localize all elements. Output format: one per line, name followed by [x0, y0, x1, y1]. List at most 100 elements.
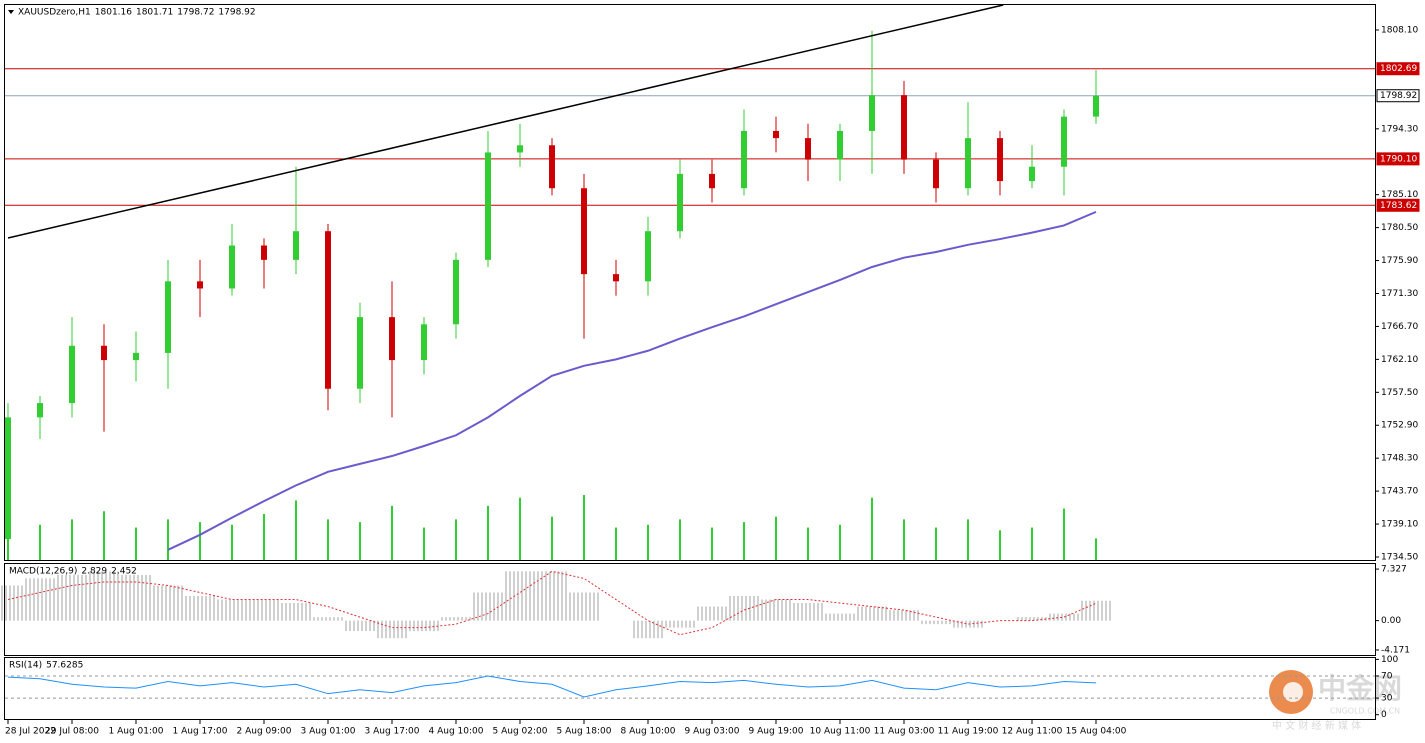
volume-bar: [839, 524, 841, 560]
y-tick-label: 1752.90: [1381, 421, 1418, 431]
y-tick-label: 100: [1381, 655, 1398, 665]
price-label-box: [1376, 198, 1420, 212]
y-tick-label: -4.171: [1381, 645, 1410, 655]
candle-body: [453, 259, 459, 325]
candle-body: [773, 130, 779, 139]
price-label: 1802.69: [1380, 64, 1417, 74]
candle-body: [581, 188, 587, 275]
volume-bar: [167, 519, 169, 560]
header-value: 1798.72: [177, 8, 214, 18]
title-arrow: [8, 10, 14, 14]
x-tick-label: 29 Jul 08:00: [45, 727, 99, 737]
y-tick-label: 0: [1381, 710, 1387, 720]
panel-frames: [4, 4, 1376, 720]
watermark-title: 中金网: [1318, 672, 1402, 705]
macd-signal: [7, 570, 1097, 636]
indicator-title: XAUUSDzero,H1: [18, 8, 91, 18]
candle-body: [965, 138, 971, 189]
header-value: 2.829: [81, 567, 107, 577]
price-label-box: [1376, 89, 1420, 103]
watermark: 中金网 CNGOLD.COM.CN 中 文 财 经 新 媒 体: [1269, 670, 1402, 732]
x-tick-label: 28 Jul 2022: [5, 727, 56, 737]
x-tick-label: 12 Aug 11:00: [1002, 727, 1063, 737]
candle-body: [645, 231, 651, 282]
volume-bar: [807, 527, 809, 560]
candle-body: [837, 130, 843, 160]
volume-bar: [1095, 538, 1097, 560]
y-tick-label: 0.00: [1381, 616, 1401, 626]
price-label: 1798.92: [1380, 91, 1417, 101]
candle-body: [421, 324, 427, 361]
x-tick-label: 4 Aug 10:00: [429, 727, 484, 737]
header-value: 2.452: [111, 567, 137, 577]
volume-bar: [871, 497, 873, 560]
candle-body: [517, 145, 523, 153]
volume-bar: [423, 527, 425, 560]
header-value: 1801.16: [95, 8, 132, 18]
y-tick-label: 1785.10: [1381, 190, 1418, 200]
candle-body: [133, 352, 139, 361]
y-tick-label: 1748.30: [1381, 454, 1418, 464]
candle-body: [741, 130, 747, 189]
volume-bar: [231, 524, 233, 560]
y-tick-label: 1766.70: [1381, 322, 1418, 332]
x-tick-label: 3 Aug 01:00: [301, 727, 356, 737]
candle-body: [165, 281, 171, 353]
volume-bar: [903, 519, 905, 560]
volume-bar: [391, 505, 393, 560]
indicator-title: MACD(12,26,9): [9, 567, 77, 577]
y-tick-label: 1734.50: [1381, 552, 1418, 562]
moving-average: [167, 210, 1097, 551]
candle-body: [485, 152, 491, 260]
candle-body: [1029, 166, 1035, 182]
volume-bar: [487, 505, 489, 560]
candle-body: [229, 245, 235, 289]
volume-bar: [935, 527, 937, 560]
y-tick-label: 1808.10: [1381, 25, 1418, 35]
y-tick-label: 1739.10: [1381, 520, 1418, 530]
y-tick-label: 1771.30: [1381, 289, 1418, 299]
x-tick-label: 10 Aug 11:00: [810, 727, 871, 737]
candle-body: [357, 317, 363, 389]
y-tick-label: 1775.90: [1381, 256, 1418, 266]
volume-bar: [1031, 527, 1033, 560]
volume-bar: [711, 527, 713, 560]
candle-body: [293, 231, 299, 260]
candle-body: [677, 173, 683, 232]
candle-body: [901, 95, 907, 160]
volume-bar: [1063, 508, 1065, 560]
x-tick-label: 5 Aug 18:00: [557, 727, 612, 737]
watermark-logo-inner: [1283, 682, 1303, 702]
volume-bar: [647, 524, 649, 560]
candle-body: [261, 245, 267, 260]
volume-bar: [199, 522, 201, 560]
main-frame: [4, 4, 1376, 561]
price-label-box: [1376, 152, 1420, 166]
candle-body: [325, 231, 331, 389]
volume-bar: [359, 522, 361, 560]
candle-body: [389, 317, 395, 361]
candle-body: [5, 417, 11, 540]
x-tick-label: 11 Aug 03:00: [874, 727, 935, 737]
candle-body: [613, 274, 619, 282]
candle-body: [1093, 95, 1099, 117]
y-tick-label: 1757.50: [1381, 388, 1418, 398]
trendline: [7, 4, 1004, 239]
candle-body: [1061, 116, 1067, 167]
x-tick-label: 15 Aug 04:00: [1066, 727, 1127, 737]
price-label-box: [1376, 62, 1420, 76]
volume-bar: [39, 524, 41, 560]
watermark-site: CNGOLD.COM.CN: [1330, 707, 1400, 716]
volume-bar: [615, 527, 617, 560]
candle-body: [997, 138, 1003, 182]
volume-bar: [583, 495, 585, 560]
volume-bar: [519, 497, 521, 560]
candle-body: [805, 138, 811, 160]
macd-frame: [4, 563, 1376, 656]
candle-body: [101, 345, 107, 361]
price-label: 1790.10: [1380, 154, 1417, 164]
price-label: 1783.62: [1380, 201, 1417, 211]
volume-bar: [551, 516, 553, 560]
